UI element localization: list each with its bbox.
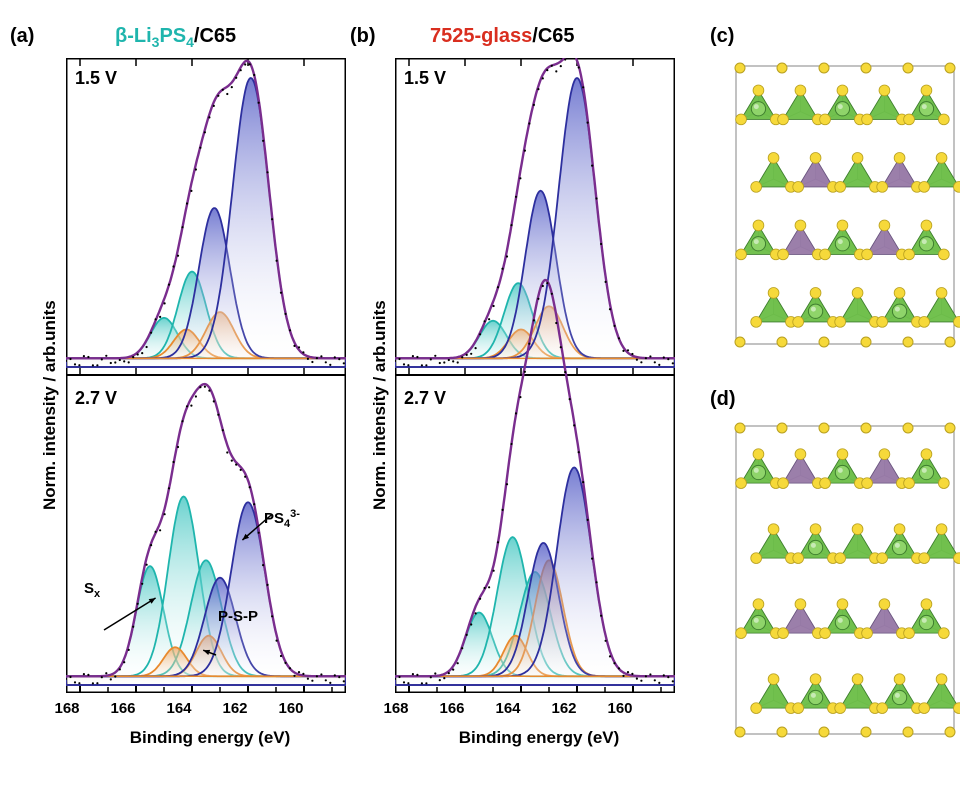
xtick-b-164: 164 [493, 700, 523, 717]
panel-label-a: (a) [10, 25, 34, 48]
y-axis-label-a: Norm. intensity / arb.units [40, 300, 60, 510]
xtick-a-160: 160 [276, 700, 306, 717]
xtick-b-160: 160 [605, 700, 635, 717]
annotation-sx: Sx [84, 580, 100, 600]
figure-root: (a) (b) (c) (d) β-Li3PS4/C65 7525-glass/… [0, 0, 979, 785]
panel-label-b: (b) [350, 25, 376, 48]
panel-label-c: (c) [710, 25, 734, 48]
panel-label-d: (d) [710, 388, 736, 411]
xps-panel-a [66, 58, 346, 693]
xtick-b-166: 166 [437, 700, 467, 717]
crystal-structure-d [730, 420, 960, 740]
title-a: β-Li3PS4/C65 [115, 25, 236, 50]
crystal-structure-c [730, 60, 960, 350]
title-b: 7525-glass/C65 [430, 25, 575, 48]
xtick-a-168: 168 [52, 700, 82, 717]
xtick-a-166: 166 [108, 700, 138, 717]
y-axis-label-b: Norm. intensity / arb.units [370, 300, 390, 510]
xtick-a-164: 164 [164, 700, 194, 717]
xps-panel-b [395, 58, 675, 693]
x-axis-label-b: Binding energy (eV) [439, 728, 639, 748]
x-axis-label-a: Binding energy (eV) [110, 728, 310, 748]
xtick-a-162: 162 [220, 700, 250, 717]
annotation-psp: P-S-P [218, 608, 258, 625]
xtick-b-168: 168 [381, 700, 411, 717]
annotation-ps4: PS43- [264, 508, 300, 530]
xtick-b-162: 162 [549, 700, 579, 717]
